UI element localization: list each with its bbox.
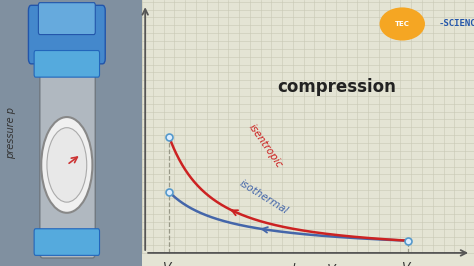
Circle shape	[41, 117, 92, 213]
FancyBboxPatch shape	[34, 229, 100, 255]
Text: pressure p: pressure p	[6, 107, 17, 159]
Text: volume V: volume V	[277, 263, 336, 266]
FancyBboxPatch shape	[28, 5, 105, 64]
Circle shape	[380, 7, 425, 40]
Text: isentropic: isentropic	[247, 122, 284, 170]
FancyBboxPatch shape	[38, 3, 95, 35]
Text: TEC: TEC	[395, 21, 410, 27]
Text: -SCIENCE.COM: -SCIENCE.COM	[438, 19, 474, 28]
Text: compression: compression	[277, 78, 396, 96]
FancyBboxPatch shape	[40, 48, 95, 258]
Text: V₁: V₁	[401, 261, 415, 266]
Text: isothermal: isothermal	[238, 178, 290, 216]
Circle shape	[47, 128, 87, 202]
FancyBboxPatch shape	[34, 51, 100, 77]
Text: V₂: V₂	[163, 261, 176, 266]
